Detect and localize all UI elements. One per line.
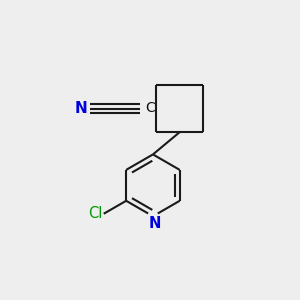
- Text: C: C: [145, 101, 155, 115]
- Text: N: N: [148, 216, 160, 231]
- Text: Cl: Cl: [88, 206, 102, 221]
- Text: N: N: [75, 101, 88, 116]
